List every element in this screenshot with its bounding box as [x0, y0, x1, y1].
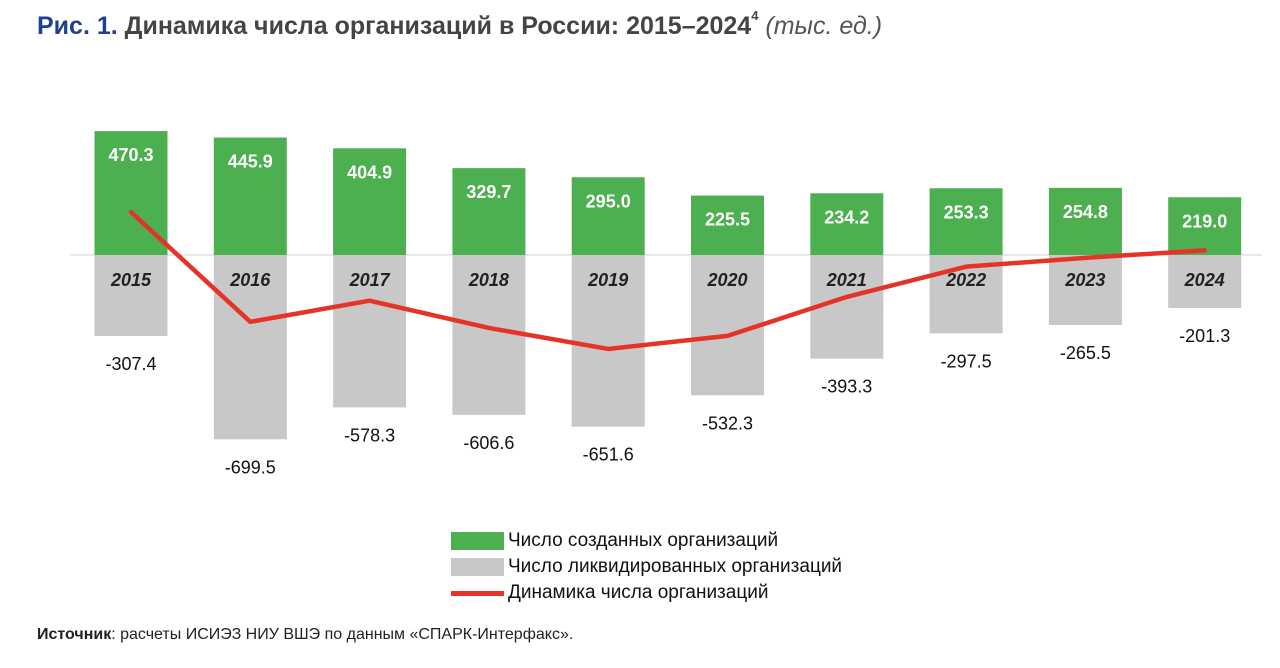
- bar-created: [1168, 197, 1242, 255]
- source-text: : расчеты ИСИЭЗ НИУ ВШЭ по данным «СПАРК…: [111, 626, 574, 643]
- bar-created: [810, 193, 884, 255]
- bar-created: [571, 177, 645, 255]
- data-label-liquidated: -606.6: [463, 433, 514, 453]
- data-label-created: 470.3: [108, 145, 153, 165]
- category-label: 2016: [229, 270, 271, 290]
- data-label-created: 445.9: [228, 152, 273, 172]
- data-label-liquidated: -201.3: [1179, 326, 1230, 346]
- bar-liquidated: [333, 255, 407, 408]
- data-label-liquidated: -699.5: [225, 457, 276, 477]
- series-line-dynamics: [128, 209, 1207, 352]
- legend-label-created: Число созданных организаций: [508, 530, 779, 551]
- data-label-liquidated: -578.3: [344, 425, 395, 445]
- data-label-liquidated: -307.4: [105, 354, 156, 374]
- bar-created: [333, 148, 407, 255]
- bar-created: [452, 168, 526, 255]
- data-label-created: 254.8: [1063, 202, 1108, 222]
- bar-liquidated: [571, 255, 645, 427]
- data-label-created: 253.3: [944, 202, 989, 222]
- bar-liquidated: [213, 255, 287, 440]
- bar-liquidated: [452, 255, 526, 415]
- category-label: 2022: [945, 270, 986, 290]
- chart-plot: 470.3 -307.4 445.9 -699.5 404.9 -578.3 329.7 -6…: [70, 131, 1262, 477]
- data-label-liquidated: -265.5: [1060, 343, 1111, 363]
- bar-created: [691, 195, 764, 255]
- chart-title: Рис. 1. Динамика числа организаций в Рос…: [37, 8, 883, 41]
- data-label-liquidated: -297.5: [941, 351, 992, 371]
- legend-item-dynamics: Динамика числа организаций: [451, 580, 842, 606]
- bar-liquidated: [1168, 255, 1242, 309]
- data-label-created: 225.5: [705, 210, 750, 230]
- category-label: 2017: [349, 270, 391, 290]
- source-label: Источник: [37, 626, 112, 643]
- bar-created: [1048, 187, 1122, 255]
- title-text: Динамика числа организаций в России: 201…: [117, 12, 752, 40]
- legend-item-created: Число созданных организаций: [451, 528, 842, 554]
- legend-swatch-dynamics: [451, 590, 504, 596]
- category-label: 2015: [110, 270, 152, 290]
- title-unit: (тыс. ед.): [758, 12, 883, 40]
- data-label-liquidated: -532.3: [702, 413, 753, 433]
- data-label-liquidated: -651.6: [583, 445, 634, 465]
- legend-swatch-created: [451, 532, 504, 550]
- bar-liquidated: [691, 255, 764, 396]
- data-label-created: 295.0: [586, 191, 631, 211]
- category-label: 2019: [587, 270, 628, 290]
- figure-number: Рис. 1.: [37, 12, 118, 40]
- bar-created: [929, 188, 1003, 255]
- legend-item-liquidated: Число ликвидированных организаций: [451, 554, 842, 580]
- chart-legend: Число созданных организаций Число ликвид…: [451, 528, 842, 606]
- legend-swatch-liquidated: [451, 558, 504, 576]
- data-label-created: 234.2: [824, 207, 869, 227]
- legend-label-dynamics: Динамика числа организаций: [508, 582, 769, 603]
- source-note: Источник: расчеты ИСИЭЗ НИУ ВШЭ по данны…: [37, 626, 573, 644]
- bar-created: [213, 137, 287, 255]
- category-label: 2024: [1184, 270, 1225, 290]
- data-label-created: 404.9: [347, 162, 392, 182]
- bar-liquidated: [1048, 255, 1122, 325]
- category-label: 2018: [468, 270, 509, 290]
- data-label-created: 219.0: [1182, 211, 1227, 231]
- bar-liquidated: [94, 255, 168, 336]
- title-footnote: 4: [751, 8, 759, 23]
- category-label: 2021: [826, 270, 867, 290]
- data-label-created: 329.7: [466, 182, 511, 202]
- legend-label-liquidated: Число ликвидированных организаций: [508, 556, 843, 577]
- category-label: 2023: [1064, 270, 1105, 290]
- data-label-liquidated: -393.3: [821, 377, 872, 397]
- category-label: 2020: [706, 270, 747, 290]
